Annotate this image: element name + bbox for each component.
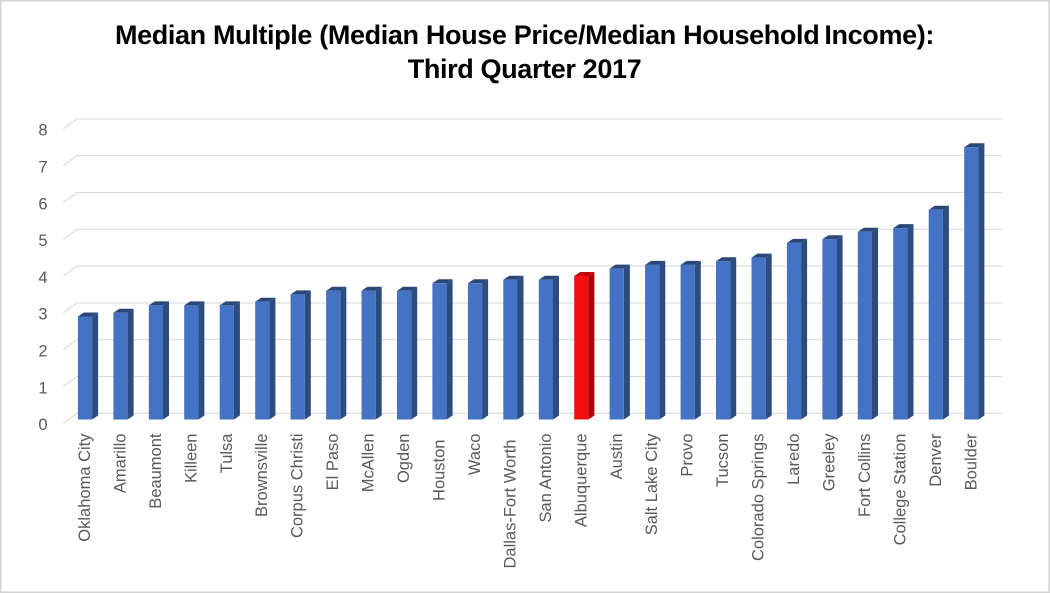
svg-text:Austin: Austin bbox=[608, 434, 626, 480]
svg-text:College Station: College Station bbox=[891, 434, 909, 546]
svg-text:Tucson: Tucson bbox=[714, 434, 732, 488]
svg-text:Houston: Houston bbox=[431, 440, 449, 501]
svg-text:Salt Lake City: Salt Lake City bbox=[643, 433, 661, 536]
svg-text:3: 3 bbox=[38, 306, 47, 324]
svg-text:Brownsville: Brownsville bbox=[253, 434, 271, 517]
svg-text:Waco: Waco bbox=[466, 434, 484, 476]
svg-text:McAllen: McAllen bbox=[360, 434, 378, 493]
svg-text:8: 8 bbox=[38, 122, 47, 140]
svg-text:Beaumont: Beaumont bbox=[147, 433, 165, 509]
svg-text:1: 1 bbox=[38, 379, 47, 397]
svg-text:0: 0 bbox=[38, 416, 47, 434]
svg-text:Laredo: Laredo bbox=[785, 434, 803, 485]
svg-text:Ogden: Ogden bbox=[395, 434, 413, 484]
svg-text:Amarillo: Amarillo bbox=[112, 434, 130, 494]
svg-text:Boulder: Boulder bbox=[962, 433, 980, 490]
svg-text:Third Quarter 2017: Third Quarter 2017 bbox=[408, 54, 642, 84]
svg-text:Greeley: Greeley bbox=[821, 433, 839, 492]
svg-text:Denver: Denver bbox=[927, 433, 945, 487]
svg-text:Corpus Christi: Corpus Christi bbox=[289, 434, 307, 539]
svg-text:7: 7 bbox=[38, 159, 47, 177]
svg-text:Oklahoma City: Oklahoma City bbox=[76, 433, 94, 542]
svg-text:5: 5 bbox=[38, 232, 47, 250]
svg-text:Fort Collins: Fort Collins bbox=[856, 434, 874, 517]
svg-text:4: 4 bbox=[38, 269, 47, 287]
svg-text:Provo: Provo bbox=[679, 434, 697, 477]
svg-text:El Paso: El Paso bbox=[324, 434, 342, 491]
svg-text:Colorado Springs: Colorado Springs bbox=[750, 434, 768, 562]
svg-text:Killeen: Killeen bbox=[182, 434, 200, 484]
svg-text:Tulsa: Tulsa bbox=[218, 433, 236, 474]
svg-text:Dallas-Fort Worth: Dallas-Fort Worth bbox=[501, 440, 519, 569]
svg-text:Albuquerque: Albuquerque bbox=[572, 434, 590, 528]
svg-text:Median Multiple (Median House: Median Multiple (Median House Price/Medi… bbox=[115, 20, 934, 50]
svg-text:San Antonio: San Antonio bbox=[537, 434, 555, 523]
svg-text:6: 6 bbox=[38, 195, 47, 213]
svg-text:2: 2 bbox=[38, 343, 47, 361]
